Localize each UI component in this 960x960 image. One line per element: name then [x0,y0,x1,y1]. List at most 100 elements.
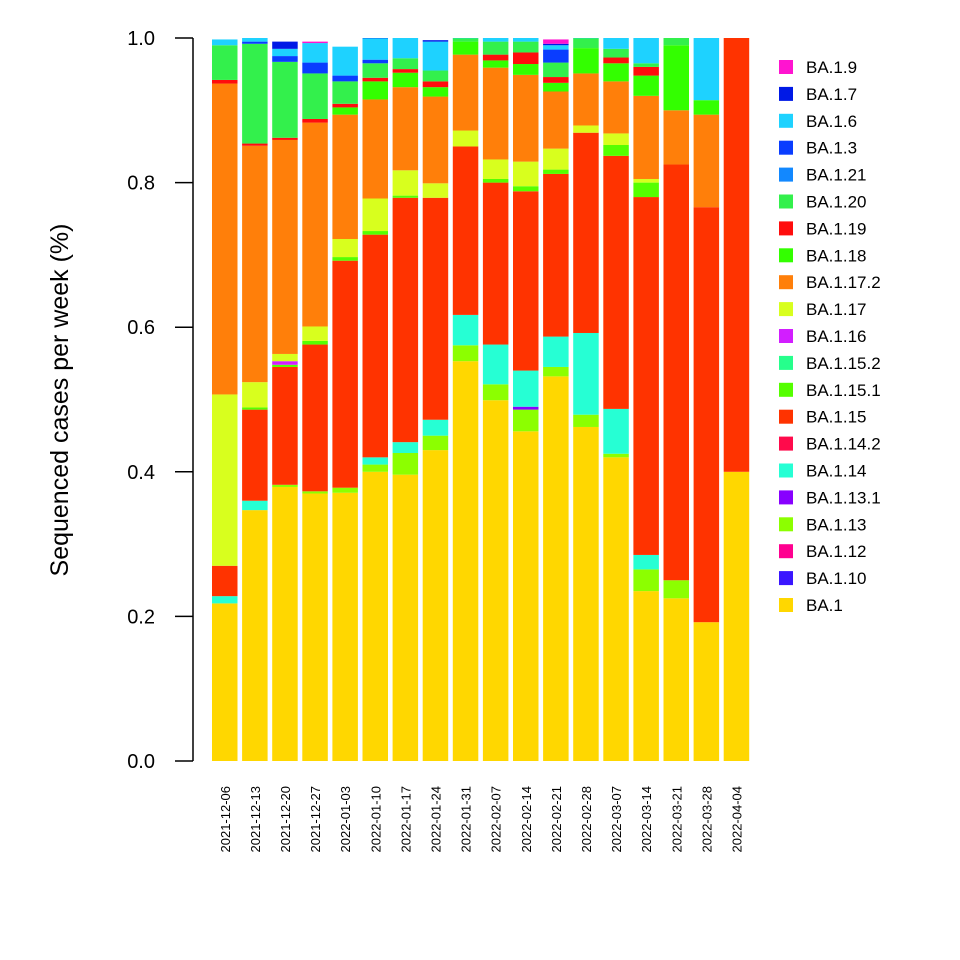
bar-column-2022-03-07 [603,38,629,761]
bar-segment [302,326,328,341]
bar-segment [513,186,539,192]
bar-segment [302,43,328,63]
bar-column-2021-12-13 [242,38,268,761]
bar-segment [603,453,629,458]
legend-label: BA.1.20 [806,193,867,212]
x-tick-label: 2022-01-10 [368,786,383,853]
legend-swatch [779,382,793,397]
y-tick-label: 0.4 [127,462,155,484]
bar-segment [392,170,419,196]
y-axis-title: Sequenced cases per week (%) [46,224,74,577]
bar-segment [392,442,419,454]
legend-label: BA.1.10 [806,569,867,588]
bar-segment [452,314,479,346]
legend-label: BA.1.3 [806,139,857,158]
bar-segment [272,364,298,367]
bar-segment [513,161,539,187]
legend-swatch [779,517,793,532]
x-tick-label: 2022-01-17 [398,786,413,853]
bar-segment [693,38,720,101]
legend-item: BA.1.7 [779,85,857,104]
bar-column-2022-02-21 [543,39,569,761]
x-tick-label: 2022-01-03 [338,786,353,853]
legend-label: BA.1.14.2 [806,435,881,454]
bar-segment [482,54,509,61]
bar-segment [422,419,449,436]
bar-segment [302,344,328,492]
bar-column-2022-01-03 [332,46,358,761]
x-axis-labels: 2021-12-06 2021-12-13 2021-12-20 2021-12-27… [218,786,745,853]
bar-segment [332,238,358,258]
bar-segment [452,345,479,362]
bar-segment [663,164,689,581]
legend-label: BA.1 [806,596,843,615]
legend-item: BA.1.17.2 [779,273,881,292]
x-tick-label: 2022-02-21 [549,786,564,853]
bar-segment [212,79,238,84]
bar-segment [482,182,509,345]
bar-segment [513,41,539,53]
legend-label: BA.1.9 [806,58,857,77]
bar-segment [362,81,388,100]
legend: BA.1.9 BA.1.7 BA.1.6 BA.1.3 BA.1.21 BA.1.20 BA… [779,58,881,615]
bar-segment [573,73,599,126]
bar-segment [693,207,720,623]
x-tick-label: 2022-01-24 [428,786,443,853]
bar-segment [452,361,479,761]
bar-segment [723,38,750,472]
bar-segment [422,197,449,420]
legend-swatch [779,329,793,343]
bar-segment [482,400,509,761]
legend-label: BA.1.15.1 [806,381,881,400]
bar-segment [332,260,358,488]
legend-label: BA.1.19 [806,219,867,238]
legend-swatch [779,248,793,263]
bar-segment [272,48,298,57]
bar-segment [633,569,659,592]
bar-segment [633,178,659,183]
bar-segment [332,103,358,108]
bar-segment [693,100,720,115]
bar-segment [543,49,569,63]
legend-swatch [779,140,793,155]
bar-segment [392,38,419,59]
bar-segment [603,57,629,64]
bar-segment [272,361,298,365]
bar-segment [482,178,509,183]
bar-segment [392,195,419,198]
x-tick-label: 2022-03-07 [609,786,624,853]
bar-segment [242,382,268,408]
bar-segment [543,148,569,170]
bar-segment [603,145,629,156]
legend-swatch [779,194,793,209]
bar-segment [573,332,599,415]
bar-segment [482,344,509,385]
bar-column-2022-03-28 [693,38,720,761]
x-tick-label: 2022-03-28 [699,786,714,853]
legend-swatch [779,167,793,182]
bar-segment [573,132,599,333]
y-axis: 0.0 0.2 0.4 0.6 0.8 1.0 [127,28,194,773]
legend-label: BA.1.7 [806,85,857,104]
x-tick-label: 2022-02-28 [579,786,594,853]
x-tick-label: 2022-02-14 [519,786,534,853]
bar-segment [603,63,629,82]
legend-swatch [779,113,793,128]
bar-segment [362,38,388,60]
bar-segment [573,414,599,427]
bar-segment [603,155,629,409]
bar-segment [272,366,298,485]
bar-segment [302,73,328,119]
legend-item: BA.1.15.2 [779,354,881,373]
legend-swatch [779,409,793,424]
legend-swatch [779,544,793,559]
bar-segment [543,39,569,44]
bar-segment [272,61,298,138]
bar-column-2022-03-21 [663,38,689,761]
legend-item: BA.1.15 [779,408,867,427]
bar-segment [663,45,689,111]
bar-segment [603,457,629,761]
bar-column-2021-12-20 [272,41,298,761]
legend-item: BA.1.13.1 [779,488,881,507]
